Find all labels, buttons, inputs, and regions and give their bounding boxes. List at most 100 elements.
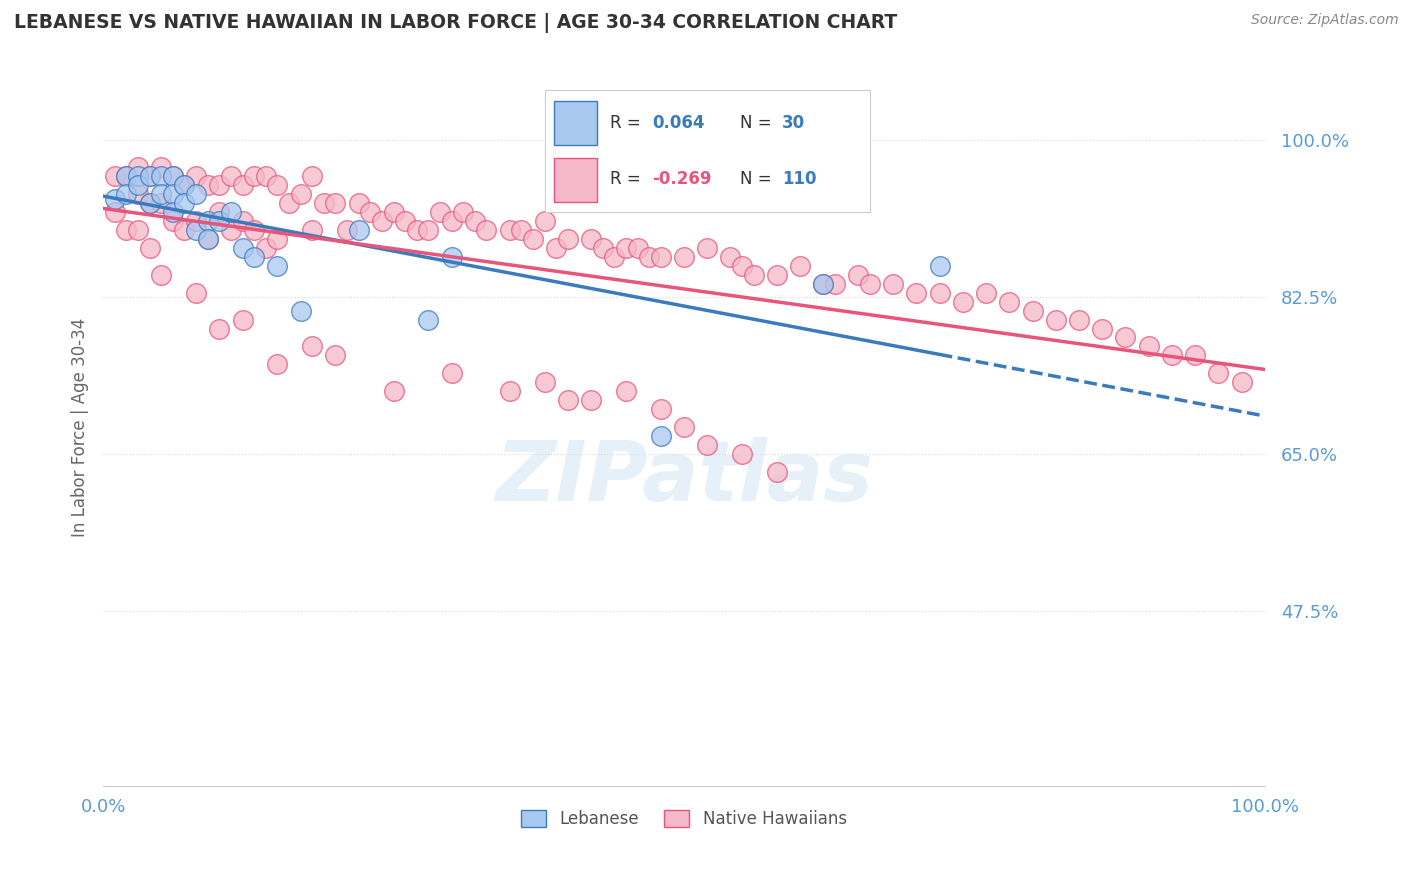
Point (533, 214, 555, 228)
Point (173, 178, 195, 192)
Point (208, 321, 231, 335)
Point (1114, 330, 1136, 344)
Point (650, 250, 672, 264)
Point (115, 223, 138, 237)
Point (150, 160, 173, 174)
Point (789, 259, 811, 273)
Point (546, 241, 568, 255)
Point (325, 196, 347, 211)
Point (138, 241, 160, 255)
Point (440, 250, 463, 264)
Point (232, 241, 254, 255)
Y-axis label: In Labor Force | Age 30-34: In Labor Force | Age 30-34 (72, 318, 89, 537)
Point (138, 196, 160, 211)
Point (766, 465, 789, 479)
Point (115, 169, 138, 183)
Point (325, 348, 347, 362)
Text: Source: ZipAtlas.com: Source: ZipAtlas.com (1251, 13, 1399, 28)
Point (138, 169, 160, 183)
Point (173, 196, 195, 211)
Point (998, 294, 1021, 309)
Point (301, 339, 323, 353)
Point (638, 250, 661, 264)
Point (266, 259, 288, 273)
Point (243, 250, 266, 264)
Point (579, 232, 602, 246)
Point (219, 223, 242, 237)
Point (197, 232, 219, 246)
Point (173, 223, 195, 237)
Point (150, 169, 173, 183)
Point (359, 205, 381, 219)
Point (197, 232, 219, 246)
Point (150, 268, 173, 282)
Point (614, 384, 637, 399)
Point (138, 169, 160, 183)
Point (162, 187, 184, 202)
Point (475, 223, 498, 237)
Point (184, 169, 207, 183)
Point (533, 376, 555, 390)
Point (127, 160, 149, 174)
Point (451, 205, 474, 219)
Point (104, 205, 127, 219)
Point (440, 214, 463, 228)
Point (1091, 321, 1114, 335)
Point (813, 277, 835, 291)
Point (150, 187, 173, 202)
Point (440, 367, 463, 381)
Point (672, 250, 695, 264)
Point (232, 312, 254, 326)
Point (162, 214, 184, 228)
Point (499, 223, 522, 237)
Point (371, 214, 394, 228)
Point (650, 429, 672, 443)
Point (824, 277, 846, 291)
Point (905, 285, 928, 300)
Point (184, 285, 207, 300)
Point (720, 250, 742, 264)
Point (499, 384, 522, 399)
Point (614, 241, 637, 255)
Point (522, 232, 544, 246)
Point (952, 294, 974, 309)
Point (254, 169, 277, 183)
Point (127, 223, 149, 237)
Point (731, 259, 754, 273)
Point (1045, 312, 1067, 326)
Point (418, 312, 440, 326)
Point (115, 187, 138, 202)
Point (1067, 312, 1090, 326)
Point (208, 214, 231, 228)
Point (846, 268, 869, 282)
Point (127, 169, 149, 183)
Point (766, 268, 789, 282)
Point (347, 196, 370, 211)
Point (312, 196, 335, 211)
Point (382, 205, 405, 219)
Point (859, 277, 882, 291)
Point (603, 250, 626, 264)
Point (290, 187, 312, 202)
Point (626, 241, 648, 255)
Point (1137, 339, 1160, 353)
Point (197, 214, 219, 228)
Point (266, 178, 288, 192)
Point (104, 169, 127, 183)
Point (162, 205, 184, 219)
Point (382, 384, 405, 399)
Point (266, 232, 288, 246)
Point (197, 178, 219, 192)
Point (882, 277, 904, 291)
Point (208, 178, 231, 192)
Point (742, 268, 765, 282)
Point (115, 169, 138, 183)
Point (243, 169, 266, 183)
Point (592, 241, 614, 255)
Point (557, 393, 579, 408)
Point (232, 214, 254, 228)
Point (184, 214, 207, 228)
Point (1208, 367, 1230, 381)
Point (696, 241, 718, 255)
Point (219, 169, 242, 183)
